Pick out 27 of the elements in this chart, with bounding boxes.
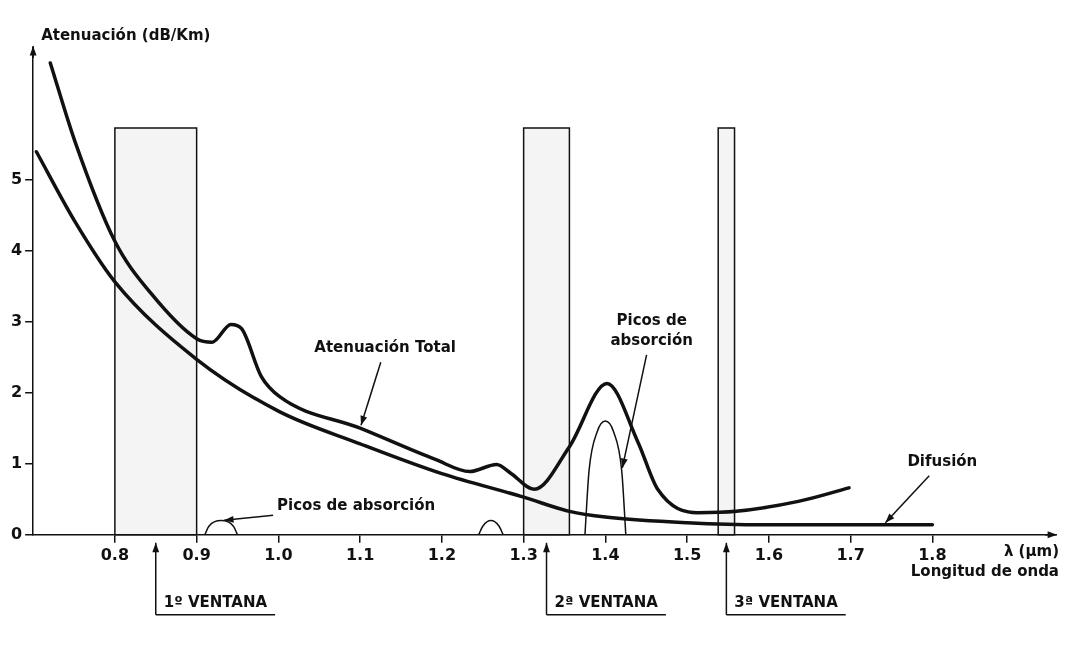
x-tick-label: 0.9 <box>182 544 211 564</box>
band-label: 1º VENTANA <box>163 593 268 612</box>
y-tick-label: 4 <box>10 239 23 259</box>
y-tick-label: 0 <box>10 523 23 543</box>
x-tick-label: 1.8 <box>918 544 947 564</box>
annotation: Atenuación Total <box>314 338 456 357</box>
annotation: Picos de absorción <box>277 496 436 515</box>
annotation: Picos de absorción <box>610 310 693 349</box>
x-tick-label: 1.6 <box>754 544 784 564</box>
x-tick-label: 0.8 <box>100 544 130 564</box>
x-tick-label: 1.0 <box>264 544 293 564</box>
x-axis-title: λ (µm) <box>1003 542 1059 561</box>
x-tick-label: 1.1 <box>345 544 375 564</box>
x-tick-label: 1.3 <box>509 544 538 564</box>
x-tick-label: 1.5 <box>672 544 702 564</box>
text: Longitud de onda <box>910 562 1059 581</box>
y-tick-label: 5 <box>10 168 23 188</box>
band-label: 2ª VENTANA <box>554 593 659 612</box>
x-tick-label: 1.4 <box>591 544 620 564</box>
y-axis-title: Atenuación (dB/Km) <box>41 26 211 45</box>
x-tick-label: 1.7 <box>836 544 865 564</box>
y-tick-label: 2 <box>10 381 23 401</box>
x-tick-label: 1.2 <box>427 544 457 564</box>
band-label: 3ª VENTANA <box>734 593 839 612</box>
y-tick-label: 1 <box>10 452 23 472</box>
annotation: Difusión <box>907 451 978 470</box>
y-tick-label: 3 <box>10 310 23 330</box>
